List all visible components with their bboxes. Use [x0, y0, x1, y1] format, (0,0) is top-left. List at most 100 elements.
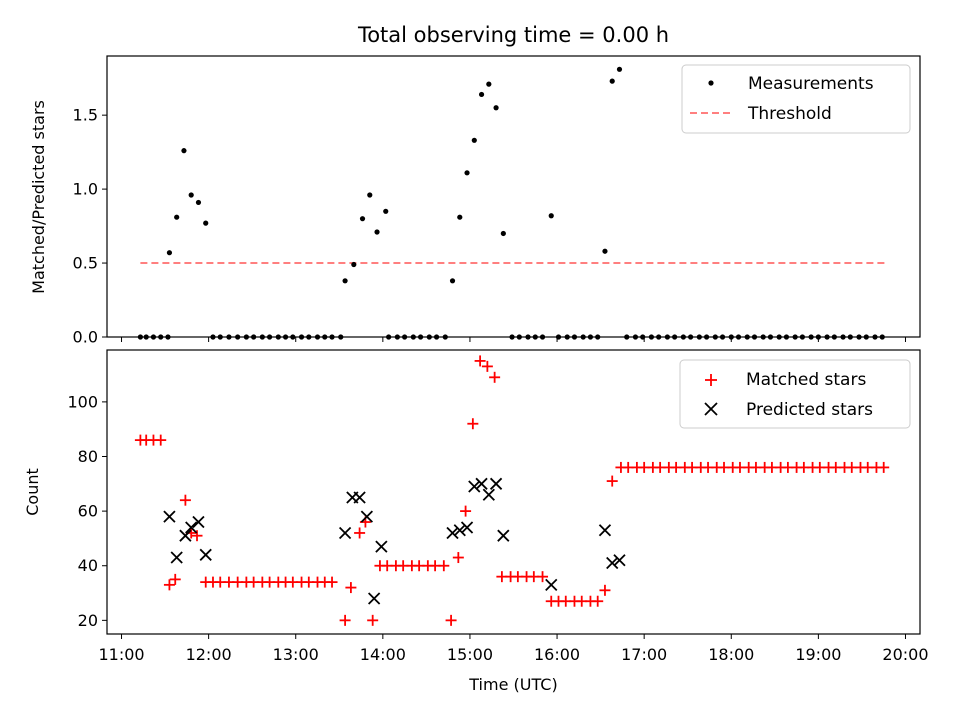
measurement-point [383, 208, 389, 214]
bottom-y-tick-label: 60 [78, 502, 98, 521]
measurement-point [174, 214, 180, 220]
predicted-star-point [446, 526, 459, 540]
predicted-star-point [453, 524, 466, 537]
x-tick-label: 17:00 [621, 645, 667, 664]
measurement-point [493, 105, 499, 111]
x-tick-label: 20:00 [882, 645, 928, 664]
matched-star-point [481, 360, 493, 372]
x-tick-label: 14:00 [360, 645, 406, 664]
predicted-star-point [598, 524, 612, 537]
matched-star-point [467, 418, 479, 430]
top-y-tick-label: 1.0 [73, 180, 98, 199]
matched-star-point [537, 571, 549, 583]
top-y-tick-label: 0.0 [73, 328, 98, 347]
top-panel: 0.0 0.5 1.0 1.5 Matched/Predicted stars Mea… [29, 55, 921, 347]
matched-star-point [489, 371, 501, 383]
top-y-ticks: 0.0 0.5 1.0 1.5 [73, 106, 107, 347]
predicted-star-point [497, 529, 510, 542]
predicted-star-point [179, 529, 192, 542]
legend-predicted-label: Predicted stars [746, 400, 873, 420]
legend-threshold-label: Threshold [747, 104, 832, 124]
predicted-star-point [163, 510, 176, 523]
matched-star-point [345, 582, 357, 594]
predicted-star-point [375, 540, 388, 553]
top-y-tick-label: 0.5 [73, 254, 98, 273]
matched-star-point [169, 573, 181, 585]
matched-star-point [599, 584, 611, 596]
bottom-y-tick-label: 100 [67, 392, 98, 411]
predicted-star-point [475, 477, 488, 490]
chart-title: Total observing time = 0.00 h [357, 23, 669, 47]
matched-star-point [367, 614, 379, 626]
measurement-point [609, 78, 615, 84]
measurement-point [342, 278, 348, 284]
bottom-legend-box [679, 359, 911, 429]
matched-star-point [474, 355, 486, 367]
bottom-data-layer [134, 355, 890, 626]
predicted-star-point [489, 477, 503, 490]
measurement-point [449, 278, 456, 284]
top-legend: Measurements Threshold [681, 64, 911, 134]
bottom-y-ticks: 20 40 60 80 100 [67, 392, 107, 630]
legend-matched-label: Matched stars [746, 370, 866, 390]
x-tick-label: 15:00 [447, 645, 493, 664]
matched-star-point [460, 505, 472, 517]
predicted-star-point [367, 592, 381, 605]
x-tick-label: 16:00 [534, 645, 580, 664]
measurement-point [616, 66, 623, 72]
x-tick-label: 13:00 [273, 645, 319, 664]
matched-star-point [354, 527, 366, 539]
predicted-star-point [613, 554, 626, 567]
measurement-point [195, 199, 202, 206]
legend-predicted-marker [704, 402, 718, 416]
bottom-y-tick-label: 40 [78, 556, 98, 575]
measurement-point [351, 261, 357, 268]
measurement-point [374, 229, 380, 235]
predicted-star-point [170, 551, 183, 564]
measurement-point [486, 81, 492, 87]
measurement-point [188, 192, 194, 198]
matched-star-point [326, 576, 338, 588]
matched-star-point [438, 560, 450, 572]
measurement-point [367, 192, 373, 198]
x-tick-label: 18:00 [708, 645, 754, 664]
x-tick-label: 12:00 [186, 645, 232, 664]
matched-star-point [452, 552, 464, 564]
measurement-point [166, 250, 173, 256]
predicted-star-point [460, 521, 474, 534]
predicted-star-point [199, 548, 212, 561]
measurement-point [548, 213, 554, 219]
bottom-legend: Matched stars Predicted stars [679, 359, 911, 429]
predicted-star-point [482, 488, 495, 501]
bottom-y-tick-label: 20 [78, 611, 98, 630]
matched-star-point [606, 475, 618, 487]
x-tick-label: 11:00 [98, 645, 144, 664]
predicted-star-point [545, 578, 558, 591]
top-axes-frame [106, 55, 921, 338]
legend-measurements-marker [708, 80, 714, 86]
matched-star-point [191, 530, 203, 542]
bottom-axes-frame [106, 349, 921, 635]
x-tick-label: 19:00 [795, 645, 841, 664]
bottom-y-axis-label: Count [23, 468, 42, 516]
matched-star-point [163, 579, 175, 591]
measurement-point [359, 216, 366, 222]
matched-star-point [179, 494, 191, 506]
predicted-star-point [192, 515, 205, 529]
predicted-star-point [338, 526, 352, 540]
measurement-point [478, 91, 485, 98]
measurement-point [181, 148, 187, 154]
measurement-point [500, 230, 506, 237]
matched-star-point [592, 595, 604, 607]
legend-measurements-label: Measurements [748, 74, 874, 94]
x-axis-label: Time (UTC) [468, 675, 557, 694]
measurement-point [457, 214, 463, 220]
bottom-x-ticks: 11:00 12:00 13:00 14:00 15:00 16:00 17:00 18:00… [98, 634, 929, 664]
top-y-tick-label: 1.5 [73, 106, 98, 125]
matched-star-point [878, 461, 890, 473]
top-legend-box [681, 64, 911, 134]
top-x-ticks [121, 337, 906, 342]
matched-star-point [445, 614, 457, 626]
top-y-axis-label: Matched/Predicted stars [29, 100, 48, 294]
